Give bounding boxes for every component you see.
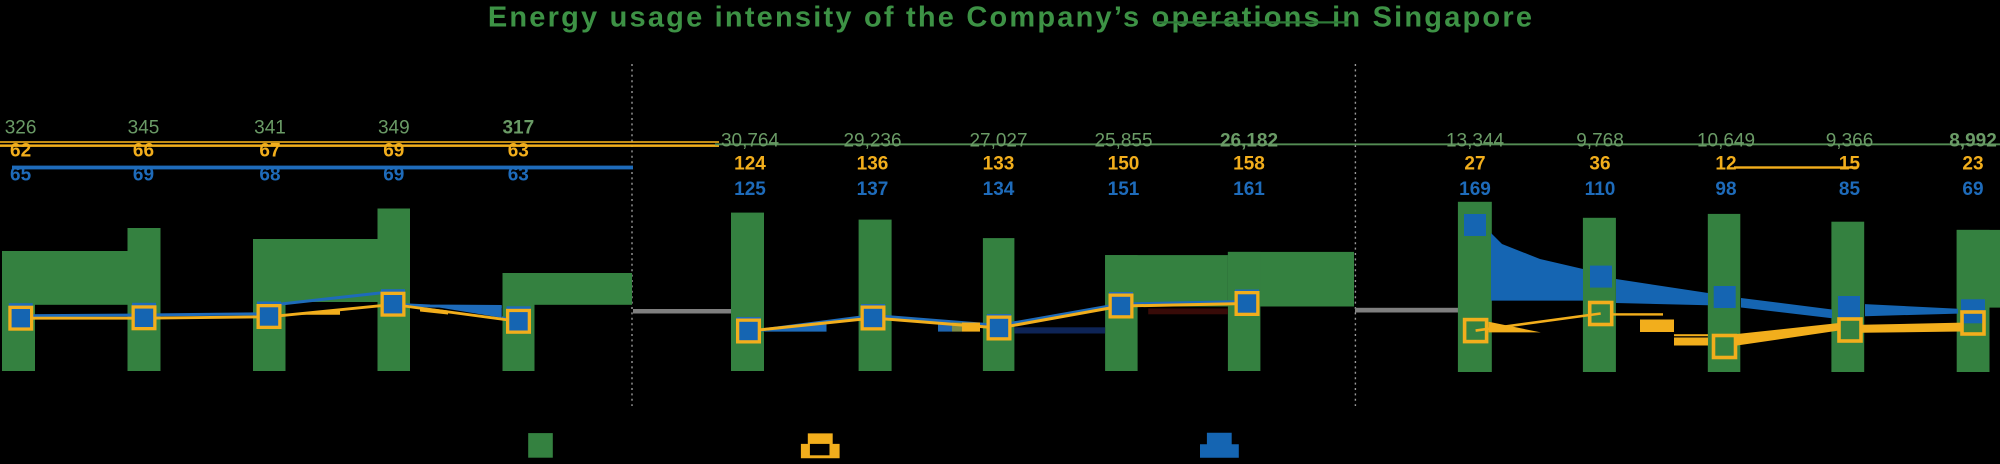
svg-text:36: 36	[1589, 154, 1610, 175]
svg-text:69: 69	[383, 141, 404, 162]
svg-text:85: 85	[1839, 179, 1861, 200]
svg-text:158: 158	[1233, 154, 1265, 175]
svg-text:9,366: 9,366	[1826, 131, 1874, 152]
svg-text:63: 63	[508, 165, 529, 186]
svg-text:341: 341	[254, 118, 286, 139]
svg-text:67: 67	[259, 141, 280, 162]
svg-text:326: 326	[5, 118, 37, 139]
svg-text:23: 23	[1962, 154, 1983, 175]
svg-text:69: 69	[383, 165, 404, 186]
svg-text:137: 137	[857, 179, 889, 200]
svg-text:136: 136	[857, 154, 889, 175]
svg-text:26,182: 26,182	[1220, 131, 1278, 152]
svg-text:151: 151	[1108, 179, 1140, 200]
svg-text:10,649: 10,649	[1697, 131, 1755, 152]
svg-text:8,992: 8,992	[1949, 131, 1997, 152]
svg-text:62: 62	[10, 141, 31, 162]
svg-text:15: 15	[1839, 154, 1861, 175]
svg-text:125: 125	[734, 179, 766, 200]
svg-text:169: 169	[1459, 179, 1491, 200]
svg-text:29,236: 29,236	[843, 131, 901, 152]
svg-text:133: 133	[983, 154, 1015, 175]
svg-text:27: 27	[1464, 154, 1485, 175]
svg-text:12: 12	[1715, 154, 1736, 175]
svg-text:110: 110	[1585, 179, 1616, 200]
svg-text:30,764: 30,764	[721, 131, 780, 152]
svg-text:66: 66	[133, 141, 154, 162]
svg-text:9,768: 9,768	[1576, 131, 1624, 152]
svg-text:317: 317	[502, 118, 534, 139]
svg-text:Energy usage intensity of the: Energy usage intensity of the Company’s …	[488, 2, 1534, 34]
svg-text:124: 124	[734, 154, 766, 175]
svg-text:27,027: 27,027	[969, 131, 1027, 152]
svg-text:13,344: 13,344	[1446, 131, 1505, 152]
svg-text:65: 65	[10, 165, 32, 186]
svg-text:161: 161	[1233, 179, 1265, 200]
svg-text:69: 69	[1962, 179, 1983, 200]
svg-text:98: 98	[1715, 179, 1736, 200]
svg-text:345: 345	[128, 118, 160, 139]
svg-text:150: 150	[1108, 154, 1140, 175]
svg-text:68: 68	[259, 165, 280, 186]
svg-text:63: 63	[508, 141, 529, 162]
svg-text:134: 134	[983, 179, 1015, 200]
svg-text:349: 349	[378, 118, 410, 139]
svg-text:25,855: 25,855	[1094, 131, 1152, 152]
svg-text:69: 69	[133, 165, 154, 186]
